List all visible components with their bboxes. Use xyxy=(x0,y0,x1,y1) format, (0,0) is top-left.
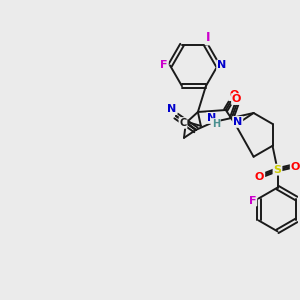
Text: F: F xyxy=(160,61,168,70)
Text: N: N xyxy=(167,104,177,114)
Text: O: O xyxy=(232,94,242,104)
Text: C: C xyxy=(179,118,187,128)
Text: N: N xyxy=(207,113,216,123)
Text: O: O xyxy=(291,162,300,172)
Text: S: S xyxy=(274,165,281,175)
Text: H: H xyxy=(212,119,220,129)
Text: O: O xyxy=(255,172,264,182)
Text: N: N xyxy=(233,117,242,127)
Text: O: O xyxy=(229,90,238,100)
Text: I: I xyxy=(206,31,210,44)
Text: F: F xyxy=(249,196,256,206)
Text: N: N xyxy=(217,61,226,70)
